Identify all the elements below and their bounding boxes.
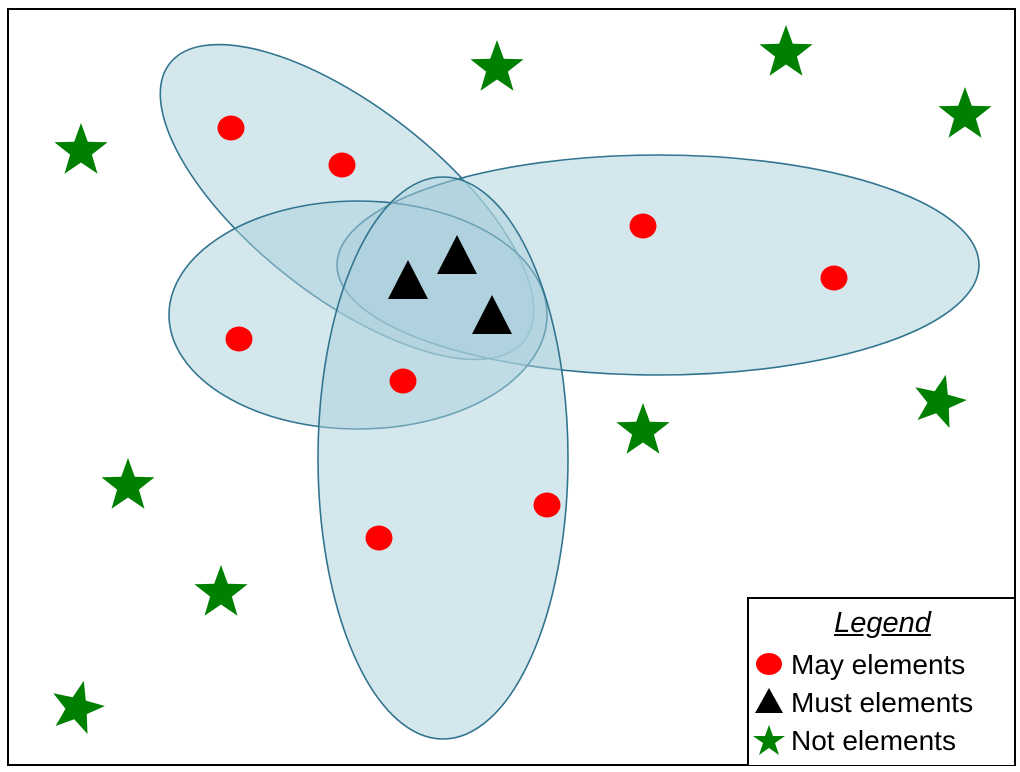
not-element-star: [759, 25, 813, 76]
not-element-star: [101, 458, 155, 509]
must-element-triangle: [388, 260, 428, 299]
sets-layer: [159, 43, 980, 740]
not-element-star: [915, 374, 967, 428]
may-element-circle: [533, 492, 561, 518]
must-element-triangle: [472, 295, 512, 334]
elements-layer: [53, 25, 992, 734]
legend-label-must: Must elements: [791, 687, 974, 718]
not-element-star: [194, 565, 248, 616]
legend: Legend May elements Must elements Not el…: [747, 597, 1014, 765]
not-element-star: [54, 123, 108, 174]
must-element-triangle: [437, 235, 477, 274]
may-element-circle: [820, 265, 848, 291]
legend-title: Legend: [834, 607, 931, 639]
red-circle-icon: [756, 653, 782, 675]
green-star-icon: [753, 725, 785, 755]
may-element-circle: [225, 326, 253, 352]
may-element-circle: [328, 152, 356, 178]
may-element-circle: [389, 368, 417, 394]
black-triangle-icon: [755, 688, 783, 713]
legend-label-may: May elements: [791, 649, 966, 680]
may-element-circle: [365, 525, 393, 551]
legend-item-not: Not elements: [749, 723, 1016, 759]
not-element-star: [938, 87, 992, 138]
legend-item-may: May elements: [749, 647, 1016, 683]
legend-label-not: Not elements: [791, 725, 956, 756]
not-element-star: [616, 403, 670, 454]
not-element-star: [470, 40, 524, 91]
may-element-circle: [217, 115, 245, 141]
legend-item-must: Must elements: [749, 685, 1016, 721]
set-ellipse-vertical: [317, 176, 569, 740]
may-element-circle: [629, 213, 657, 239]
not-element-star: [53, 680, 105, 734]
